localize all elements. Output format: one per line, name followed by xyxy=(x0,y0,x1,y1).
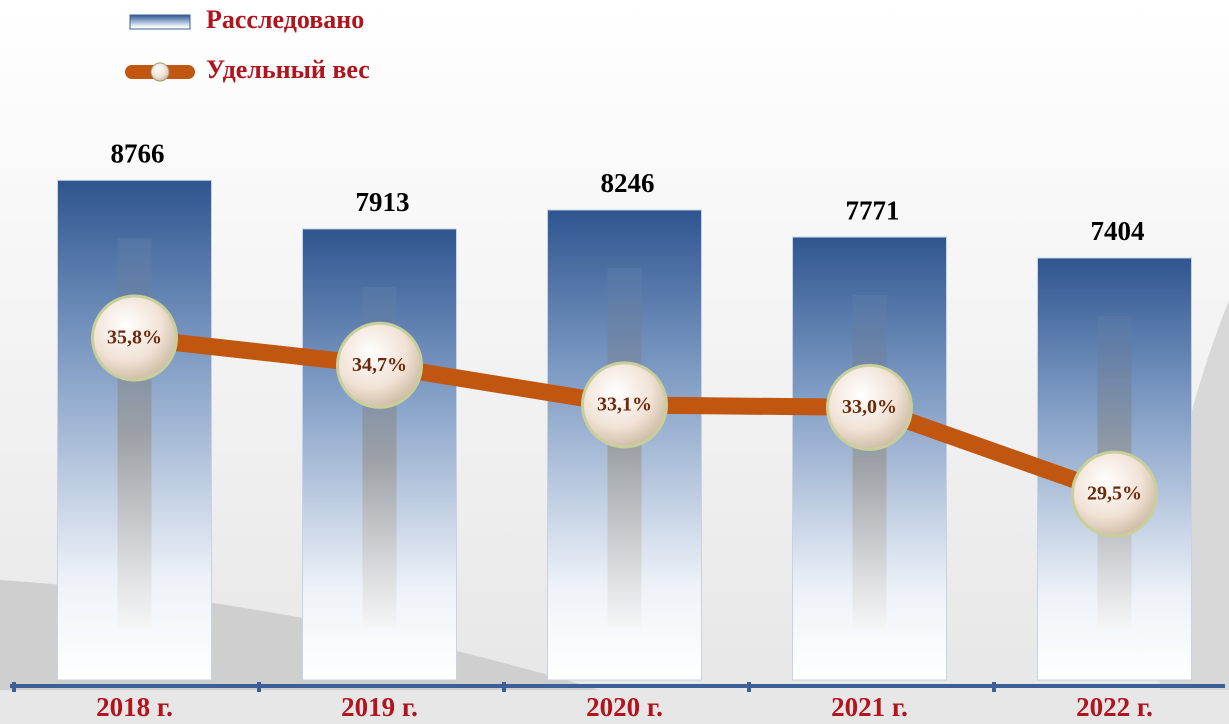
x-tick-label: 2018 г. xyxy=(96,692,173,722)
value-label: 7404 xyxy=(1091,216,1145,246)
value-label: 7913 xyxy=(356,187,410,217)
value-label: 33,0% xyxy=(842,396,897,418)
legend-swatch-marker xyxy=(150,62,170,82)
marker xyxy=(336,321,423,409)
value-label: 8246 xyxy=(601,168,655,198)
legend-label: Расследовано xyxy=(206,5,364,34)
value-label: 29,5% xyxy=(1087,483,1142,505)
legend-label: Удельный вес xyxy=(206,55,370,84)
x-tick-label: 2022 г. xyxy=(1076,692,1153,722)
legend-swatch xyxy=(129,14,191,30)
value-label: 7771 xyxy=(846,195,900,225)
value-label: 34,7% xyxy=(352,354,407,376)
x-tick-label: 2021 г. xyxy=(831,692,908,722)
marker xyxy=(91,294,178,382)
bar-inner xyxy=(852,295,887,628)
x-tick-label: 2019 г. xyxy=(341,692,418,722)
marker xyxy=(581,361,668,449)
value-label: 33,1% xyxy=(597,394,652,416)
value-label: 8766 xyxy=(111,139,165,169)
marker xyxy=(826,363,913,451)
value-label: 35,8% xyxy=(107,327,162,349)
marker xyxy=(1071,450,1158,538)
x-tick-label: 2020 г. xyxy=(586,692,663,722)
